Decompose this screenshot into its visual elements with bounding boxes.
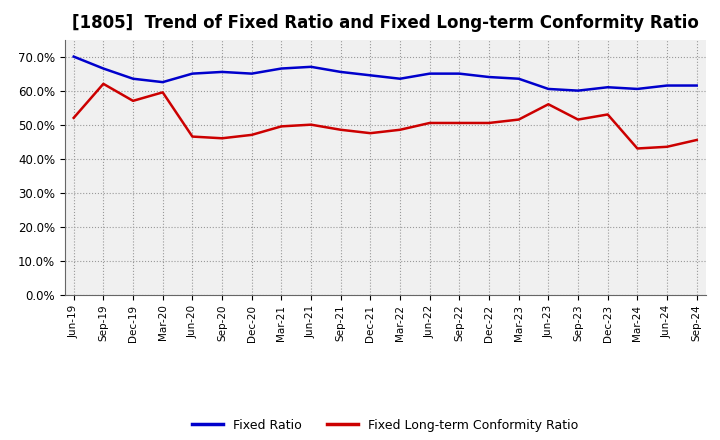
Fixed Long-term Conformity Ratio: [248, 132, 256, 138]
Fixed Long-term Conformity Ratio: [336, 127, 345, 132]
Line: Fixed Long-term Conformity Ratio: Fixed Long-term Conformity Ratio: [73, 84, 697, 148]
Fixed Ratio: [426, 71, 434, 76]
Fixed Long-term Conformity Ratio: [574, 117, 582, 122]
Fixed Long-term Conformity Ratio: [396, 127, 405, 132]
Fixed Ratio: [693, 83, 701, 88]
Fixed Ratio: [129, 76, 138, 81]
Fixed Long-term Conformity Ratio: [69, 115, 78, 121]
Fixed Long-term Conformity Ratio: [633, 146, 642, 151]
Fixed Long-term Conformity Ratio: [426, 120, 434, 125]
Fixed Ratio: [544, 86, 553, 92]
Fixed Ratio: [514, 76, 523, 81]
Fixed Long-term Conformity Ratio: [99, 81, 108, 87]
Fixed Long-term Conformity Ratio: [693, 137, 701, 143]
Fixed Long-term Conformity Ratio: [662, 144, 671, 150]
Fixed Ratio: [574, 88, 582, 93]
Fixed Long-term Conformity Ratio: [129, 98, 138, 103]
Fixed Ratio: [69, 54, 78, 59]
Fixed Ratio: [662, 83, 671, 88]
Fixed Long-term Conformity Ratio: [514, 117, 523, 122]
Fixed Ratio: [307, 64, 315, 70]
Fixed Long-term Conformity Ratio: [277, 124, 286, 129]
Fixed Ratio: [217, 69, 226, 74]
Line: Fixed Ratio: Fixed Ratio: [73, 57, 697, 91]
Fixed Long-term Conformity Ratio: [307, 122, 315, 127]
Fixed Ratio: [396, 76, 405, 81]
Fixed Long-term Conformity Ratio: [158, 90, 167, 95]
Fixed Ratio: [277, 66, 286, 71]
Fixed Ratio: [455, 71, 464, 76]
Fixed Ratio: [99, 66, 108, 71]
Fixed Long-term Conformity Ratio: [366, 131, 374, 136]
Fixed Ratio: [633, 86, 642, 92]
Fixed Ratio: [188, 71, 197, 76]
Fixed Ratio: [603, 84, 612, 90]
Fixed Ratio: [366, 73, 374, 78]
Title: [1805]  Trend of Fixed Ratio and Fixed Long-term Conformity Ratio: [1805] Trend of Fixed Ratio and Fixed Lo…: [72, 15, 698, 33]
Fixed Long-term Conformity Ratio: [455, 120, 464, 125]
Fixed Long-term Conformity Ratio: [544, 102, 553, 107]
Fixed Long-term Conformity Ratio: [485, 120, 493, 125]
Fixed Ratio: [248, 71, 256, 76]
Fixed Ratio: [158, 80, 167, 85]
Fixed Ratio: [336, 69, 345, 74]
Fixed Ratio: [485, 74, 493, 80]
Fixed Long-term Conformity Ratio: [188, 134, 197, 139]
Fixed Long-term Conformity Ratio: [603, 112, 612, 117]
Fixed Long-term Conformity Ratio: [217, 136, 226, 141]
Legend: Fixed Ratio, Fixed Long-term Conformity Ratio: Fixed Ratio, Fixed Long-term Conformity …: [187, 414, 583, 436]
